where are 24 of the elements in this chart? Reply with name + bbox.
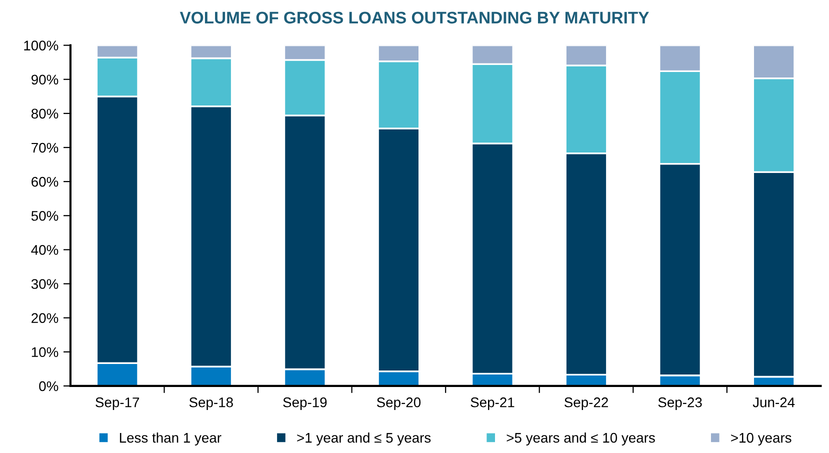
chart-title: VOLUME OF GROSS LOANS OUTSTANDING BY MATURITY [180, 12, 649, 24]
y-tick-label: 30% [31, 279, 58, 289]
y-tick-label: 0% [39, 381, 58, 392]
y-tick-label: 90% [32, 74, 58, 85]
y-tick-label: 50% [31, 210, 58, 221]
y-tick-label: 70% [32, 142, 58, 153]
x-tick-label: Jun-24 [752, 397, 795, 408]
legend-label: >5 years and ≤ 10 years [506, 432, 655, 446]
x-tick-label: Sep-23 [658, 397, 702, 410]
y-tick-label: 40% [31, 245, 58, 255]
x-tick-label: Sep-17 [96, 397, 140, 410]
y-tick-label: 20% [32, 313, 58, 323]
legend-label: >10 years [731, 432, 792, 446]
x-tick-label: Sep-21 [470, 397, 514, 410]
y-tick-label: 100% [24, 40, 58, 50]
x-tick-label: Sep-18 [189, 397, 233, 410]
x-tick-label: Sep-19 [283, 397, 327, 410]
legend-label: >1 year and ≤ 5 years [297, 432, 431, 446]
x-tick-label: Sep-22 [564, 397, 608, 410]
legend-label: Less than 1 year [120, 432, 222, 446]
y-tick-label: 10% [32, 347, 58, 358]
y-tick-label: 80% [31, 108, 58, 119]
x-tick-label: Sep-20 [376, 397, 421, 410]
y-tick-label: 60% [32, 176, 58, 187]
